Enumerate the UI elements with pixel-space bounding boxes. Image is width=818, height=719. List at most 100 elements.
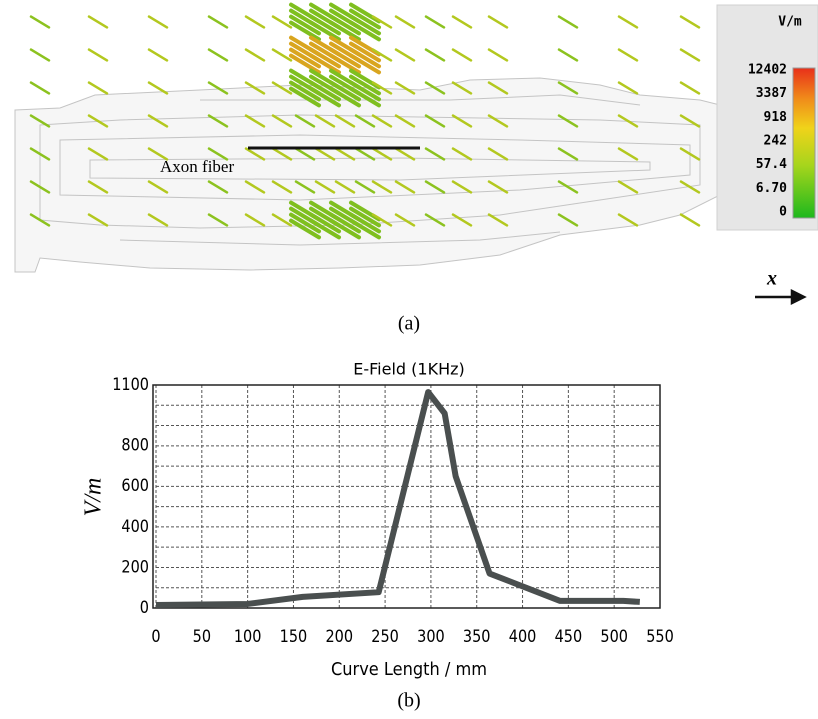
field-arrow <box>271 48 293 62</box>
y-axis-label: V/m <box>81 478 107 517</box>
field-arrow <box>371 147 393 161</box>
field-arrow <box>147 147 169 161</box>
field-arrow <box>289 14 321 36</box>
field-arrow <box>87 81 109 95</box>
y-tick-label: 600 <box>121 475 149 495</box>
field-arrow <box>424 180 446 194</box>
field-arrow <box>371 15 393 29</box>
scale-label: 12402 <box>748 63 787 78</box>
field-arrow <box>349 47 381 69</box>
field-arrow <box>617 114 639 128</box>
field-arrow <box>271 180 293 194</box>
x-tick-label: 250 <box>371 626 399 646</box>
field-arrow <box>271 81 293 95</box>
field-arrow <box>271 114 293 128</box>
field-arrow <box>679 114 701 128</box>
field-arrow <box>394 114 416 128</box>
field-arrow <box>679 147 701 161</box>
scale-label: 918 <box>764 110 788 125</box>
field-arrow <box>329 47 361 69</box>
y-tick-label: 400 <box>121 516 149 536</box>
x-tick-label: 200 <box>325 626 353 646</box>
field-arrow <box>207 48 229 62</box>
field-arrow <box>207 180 229 194</box>
x-axis-label: Curve Length / mm <box>331 659 487 680</box>
field-arrow <box>371 180 393 194</box>
field-arrow <box>29 213 51 227</box>
field-arrow <box>371 213 393 227</box>
x-tick-label: 100 <box>234 626 262 646</box>
field-arrow <box>271 15 293 29</box>
field-arrow <box>207 15 229 29</box>
x-tick-label: 350 <box>463 626 491 646</box>
field-arrow <box>244 48 266 62</box>
field-arrow <box>147 48 169 62</box>
field-arrow <box>244 213 266 227</box>
line-chart: E-Field (1KHz) 0 200 400 600 800 1100 0 50 100 150… <box>81 360 674 681</box>
field-arrow <box>424 48 446 62</box>
axis-label: x <box>766 268 777 290</box>
field-arrow <box>394 15 416 29</box>
field-arrow <box>29 180 51 194</box>
field-arrow <box>617 180 639 194</box>
field-arrow <box>617 48 639 62</box>
field-arrow <box>557 213 579 227</box>
field-arrow <box>309 47 341 69</box>
x-tick-label: 500 <box>600 626 628 646</box>
field-arrow <box>354 147 376 161</box>
field-arrow <box>679 81 701 95</box>
field-arrow <box>557 81 579 95</box>
field-arrow <box>289 86 321 108</box>
field-arrow <box>424 81 446 95</box>
field-arrow <box>329 14 361 36</box>
scale-label: 6.70 <box>756 181 787 196</box>
field-arrow <box>617 15 639 29</box>
field-arrow <box>349 8 381 30</box>
field-arrow <box>334 180 356 194</box>
field-arrow <box>394 213 416 227</box>
field-arrow <box>557 114 579 128</box>
scale-label: 0 <box>779 205 787 220</box>
field-arrow <box>394 81 416 95</box>
legend-unit: V/m <box>778 15 802 30</box>
field-arrow <box>29 15 51 29</box>
field-arrow <box>424 213 446 227</box>
field-arrow <box>87 213 109 227</box>
field-arrow <box>329 212 361 234</box>
field-arrow <box>354 180 376 194</box>
field-arrow <box>289 53 321 75</box>
field-arrow <box>244 114 266 128</box>
field-arrow <box>309 80 341 102</box>
field-arrow <box>487 48 509 62</box>
field-arrow <box>244 15 266 29</box>
field-arrow <box>349 74 381 96</box>
scale-label: 242 <box>764 134 787 149</box>
field-arrow <box>309 218 341 240</box>
field-arrow <box>349 80 381 102</box>
field-arrow <box>271 213 293 227</box>
field-arrow <box>289 80 321 102</box>
field-arrow <box>294 180 316 194</box>
field-arrow <box>147 15 169 29</box>
field-arrow <box>679 48 701 62</box>
field-arrow <box>487 81 509 95</box>
field-arrow <box>371 81 393 95</box>
field-arrow <box>289 47 321 69</box>
field-arrow <box>207 114 229 128</box>
scale-label: 3387 <box>756 86 787 101</box>
field-arrow <box>309 86 341 108</box>
field-arrow <box>329 20 361 42</box>
field-arrow <box>271 147 293 161</box>
field-arrow <box>349 14 381 36</box>
field-arrow <box>329 218 361 240</box>
field-arrow <box>451 15 473 29</box>
field-arrow <box>679 213 701 227</box>
field-arrow <box>349 53 381 75</box>
x-tick-label: 50 <box>193 626 211 646</box>
field-arrow <box>314 147 336 161</box>
field-arrow <box>29 147 51 161</box>
field-arrow <box>451 114 473 128</box>
field-arrow <box>207 81 229 95</box>
field-arrow <box>487 147 509 161</box>
field-arrow <box>314 114 336 128</box>
